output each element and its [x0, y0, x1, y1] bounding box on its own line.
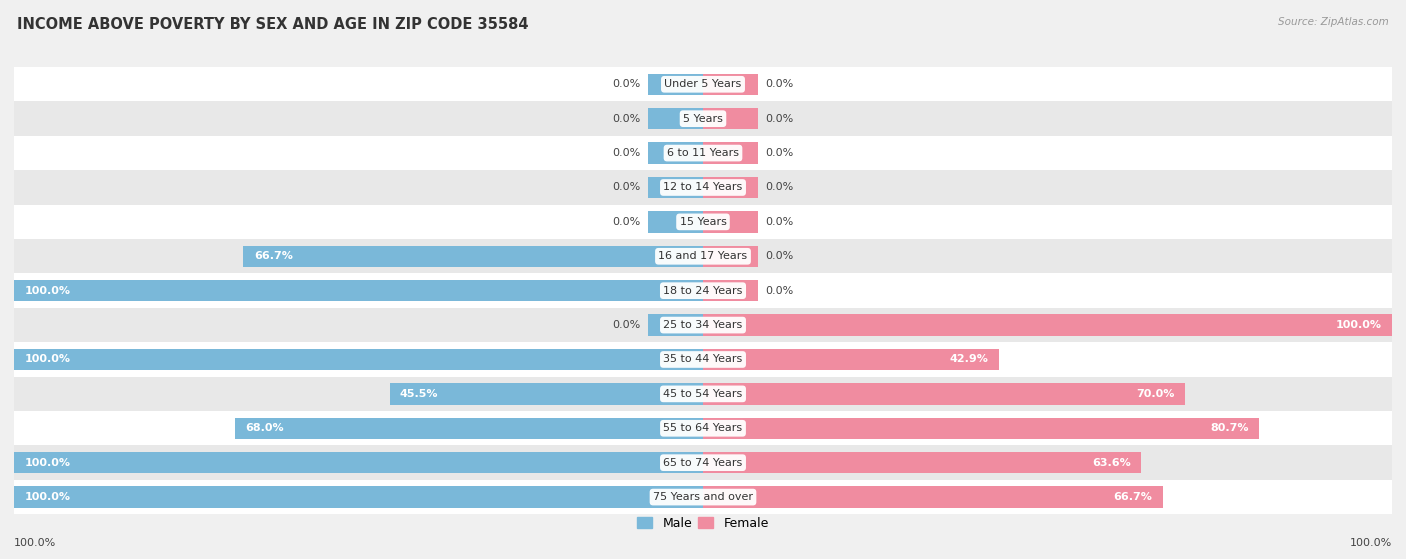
Bar	[703, 486, 1163, 508]
Text: 45.5%: 45.5%	[399, 389, 439, 399]
Legend: Male, Female: Male, Female	[633, 512, 773, 535]
Bar	[703, 280, 758, 301]
Text: 15 Years: 15 Years	[679, 217, 727, 227]
Bar	[14, 273, 1392, 308]
Text: 100.0%: 100.0%	[24, 354, 70, 364]
Bar	[14, 102, 1392, 136]
Text: 0.0%: 0.0%	[765, 217, 793, 227]
Bar	[648, 108, 703, 129]
Bar	[703, 383, 1185, 405]
Bar	[703, 452, 1142, 473]
Text: 100.0%: 100.0%	[1336, 320, 1382, 330]
Text: Source: ZipAtlas.com: Source: ZipAtlas.com	[1278, 17, 1389, 27]
Bar	[703, 245, 758, 267]
Bar	[14, 480, 1392, 514]
Bar	[648, 177, 703, 198]
Bar	[235, 418, 703, 439]
Text: 12 to 14 Years: 12 to 14 Years	[664, 182, 742, 192]
Bar	[648, 74, 703, 95]
Text: 65 to 74 Years: 65 to 74 Years	[664, 458, 742, 468]
Text: 63.6%: 63.6%	[1092, 458, 1130, 468]
Text: 25 to 34 Years: 25 to 34 Years	[664, 320, 742, 330]
Bar	[14, 411, 1392, 446]
Text: 100.0%: 100.0%	[24, 286, 70, 296]
Text: 66.7%: 66.7%	[1114, 492, 1152, 502]
Bar	[14, 349, 703, 370]
Bar	[703, 211, 758, 233]
Bar	[703, 177, 758, 198]
Bar	[703, 349, 998, 370]
Text: 100.0%: 100.0%	[24, 492, 70, 502]
Text: 100.0%: 100.0%	[14, 538, 56, 548]
Bar	[14, 377, 1392, 411]
Bar	[14, 205, 1392, 239]
Text: 5 Years: 5 Years	[683, 113, 723, 124]
Text: 70.0%: 70.0%	[1136, 389, 1175, 399]
Text: 0.0%: 0.0%	[613, 182, 641, 192]
Text: 18 to 24 Years: 18 to 24 Years	[664, 286, 742, 296]
Text: 0.0%: 0.0%	[613, 320, 641, 330]
Bar	[648, 143, 703, 164]
Bar	[703, 418, 1258, 439]
Bar	[703, 143, 758, 164]
Text: 0.0%: 0.0%	[613, 217, 641, 227]
Bar	[389, 383, 703, 405]
Bar	[14, 67, 1392, 102]
Bar	[703, 74, 758, 95]
Text: 16 and 17 Years: 16 and 17 Years	[658, 252, 748, 261]
Text: INCOME ABOVE POVERTY BY SEX AND AGE IN ZIP CODE 35584: INCOME ABOVE POVERTY BY SEX AND AGE IN Z…	[17, 17, 529, 32]
Text: 68.0%: 68.0%	[245, 423, 284, 433]
Bar	[14, 170, 1392, 205]
Text: 0.0%: 0.0%	[765, 79, 793, 89]
Bar	[243, 245, 703, 267]
Bar	[14, 239, 1392, 273]
Bar	[14, 280, 703, 301]
Text: 0.0%: 0.0%	[765, 113, 793, 124]
Bar	[703, 314, 1392, 336]
Text: 0.0%: 0.0%	[765, 148, 793, 158]
Bar	[648, 314, 703, 336]
Text: 45 to 54 Years: 45 to 54 Years	[664, 389, 742, 399]
Bar	[14, 136, 1392, 170]
Text: 80.7%: 80.7%	[1211, 423, 1249, 433]
Bar	[14, 308, 1392, 342]
Bar	[14, 446, 1392, 480]
Text: 6 to 11 Years: 6 to 11 Years	[666, 148, 740, 158]
Text: 0.0%: 0.0%	[613, 113, 641, 124]
Text: 35 to 44 Years: 35 to 44 Years	[664, 354, 742, 364]
Text: 0.0%: 0.0%	[765, 182, 793, 192]
Bar	[703, 108, 758, 129]
Text: 0.0%: 0.0%	[765, 252, 793, 261]
Text: 55 to 64 Years: 55 to 64 Years	[664, 423, 742, 433]
Bar	[648, 211, 703, 233]
Bar	[14, 342, 1392, 377]
Text: 100.0%: 100.0%	[24, 458, 70, 468]
Text: 100.0%: 100.0%	[1350, 538, 1392, 548]
Bar	[14, 486, 703, 508]
Bar	[14, 452, 703, 473]
Text: Under 5 Years: Under 5 Years	[665, 79, 741, 89]
Text: 66.7%: 66.7%	[254, 252, 292, 261]
Text: 75 Years and over: 75 Years and over	[652, 492, 754, 502]
Text: 42.9%: 42.9%	[949, 354, 988, 364]
Text: 0.0%: 0.0%	[613, 148, 641, 158]
Text: 0.0%: 0.0%	[613, 79, 641, 89]
Text: 0.0%: 0.0%	[765, 286, 793, 296]
